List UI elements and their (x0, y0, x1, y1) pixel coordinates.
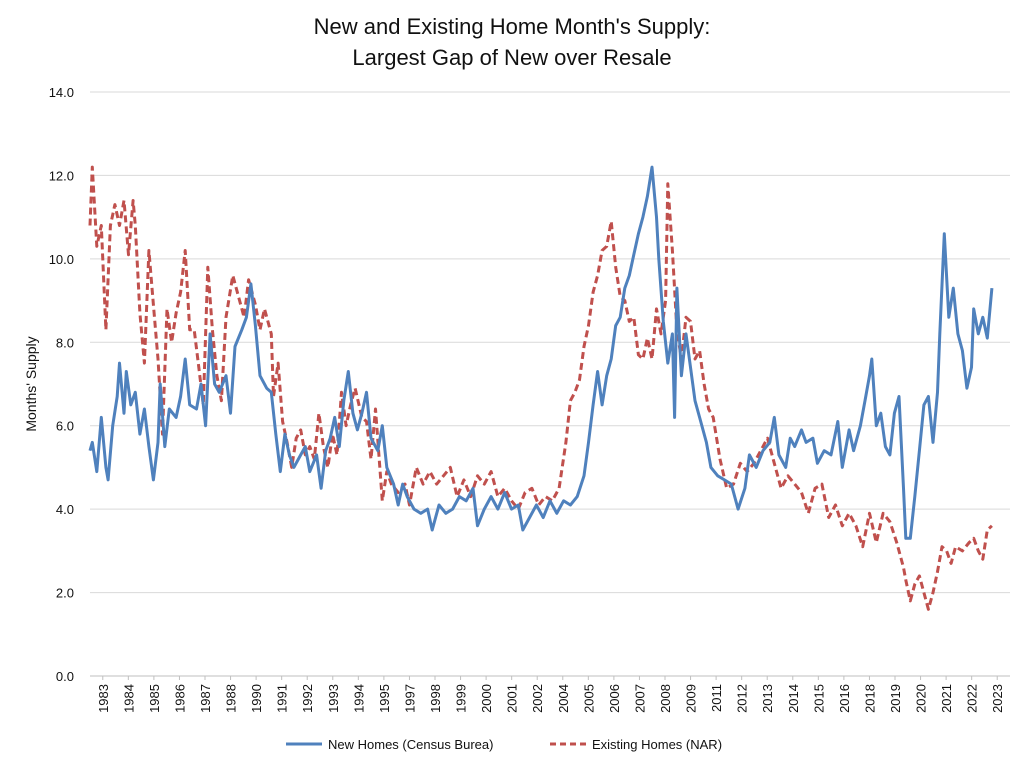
y-tick-label: 6.0 (56, 419, 74, 434)
x-tick-label: 2021 (939, 684, 954, 713)
x-tick-label: 2016 (837, 684, 852, 713)
x-tick-label: 1997 (402, 684, 417, 713)
x-tick-label: 2012 (735, 684, 750, 713)
x-tick-label: 2008 (658, 684, 673, 713)
legend: New Homes (Census Burea) Existing Homes … (286, 737, 722, 752)
series-line-new-homes (88, 165, 994, 540)
x-tick-label: 2007 (632, 684, 647, 713)
x-tick-label: 1984 (121, 684, 136, 713)
chart-title-line2: Largest Gap of New over Resale (352, 45, 671, 70)
x-tick-label: 2002 (530, 684, 545, 713)
x-tick-label: 1998 (428, 684, 443, 713)
x-tick-label: 2009 (684, 684, 699, 713)
y-tick-label: 0.0 (56, 669, 74, 684)
x-tick-label: 1988 (224, 684, 239, 713)
chart-title-line1: New and Existing Home Month's Supply: (314, 14, 711, 39)
y-tick-label: 10.0 (49, 252, 74, 267)
x-tick-label: 1983 (96, 684, 111, 713)
x-tick-label: 1985 (147, 684, 162, 713)
x-tick-label: 2014 (786, 684, 801, 713)
x-tick-label: 2022 (965, 684, 980, 713)
y-tick-label: 14.0 (49, 85, 74, 100)
x-tick-label: 2013 (760, 684, 775, 713)
x-tick-label: 2019 (888, 684, 903, 713)
legend-label-existing: Existing Homes (NAR) (592, 737, 722, 752)
x-tick-label: 1999 (454, 684, 469, 713)
series-line-existing-homes (88, 165, 993, 611)
x-tick-label: 2023 (990, 684, 1005, 713)
x-axis-ticks: 1983 1984 1985 1986 1987 1988 1990 1991 1992 1993… (96, 676, 1005, 713)
legend-label-new: New Homes (Census Burea) (328, 737, 493, 752)
x-tick-label: 2011 (709, 684, 724, 712)
x-tick-label: 1990 (249, 684, 264, 713)
y-tick-label: 12.0 (49, 168, 74, 183)
y-tick-label: 4.0 (56, 502, 74, 517)
x-tick-label: 1994 (351, 684, 366, 713)
x-tick-label: 2015 (811, 684, 826, 713)
x-tick-label: 1992 (300, 684, 315, 713)
gridlines (90, 91, 1010, 677)
x-tick-label: 1995 (377, 684, 392, 713)
x-tick-label: 1993 (326, 684, 341, 713)
x-tick-label: 1986 (172, 684, 187, 713)
y-tick-label: 2.0 (56, 586, 74, 601)
x-tick-label: 2006 (607, 684, 622, 713)
x-tick-label: 2020 (914, 684, 929, 713)
x-tick-label: 2004 (556, 684, 571, 713)
x-tick-label: 2001 (505, 684, 520, 713)
y-axis-ticks: 0.0 2.0 4.0 6.0 8.0 10.0 12.0 14.0 (49, 85, 74, 684)
x-tick-label: 2018 (862, 684, 877, 713)
x-tick-label: 2000 (479, 684, 494, 713)
series-lines (88, 165, 994, 611)
x-tick-label: 2005 (581, 684, 596, 713)
y-tick-label: 8.0 (56, 335, 74, 350)
x-tick-label: 1987 (198, 684, 213, 713)
y-axis-label: Months' Supply (23, 336, 39, 431)
x-tick-label: 1991 (275, 684, 290, 713)
